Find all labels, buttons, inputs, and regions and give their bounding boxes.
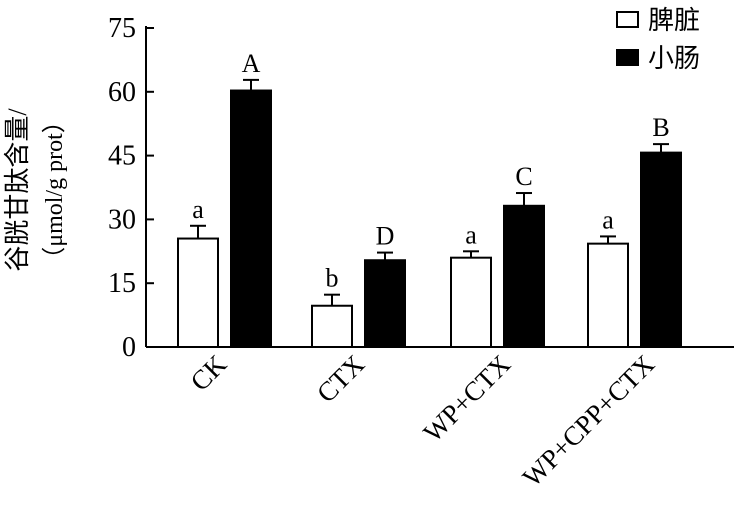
y-tick-label: 15 (108, 268, 136, 299)
legend-label: 脾脏 (648, 6, 700, 35)
bar-spleen (177, 237, 219, 348)
x-tick-label: CK (185, 349, 233, 397)
significance-label: a (192, 195, 204, 224)
y-ticks: 0 15 30 45 60 75 (108, 13, 154, 363)
y-tick-label: 30 (108, 204, 136, 235)
bar-intestine (640, 151, 682, 348)
legend-swatch (616, 49, 639, 66)
bar-intestine (503, 204, 545, 348)
significance-label: D (376, 222, 395, 251)
y-tick-label: 60 (108, 77, 136, 108)
y-tick-label: 75 (108, 13, 136, 44)
significance-label: a (602, 205, 614, 234)
x-tick-label: WP+CPP+CTX (517, 349, 661, 493)
y-tick-label: 0 (122, 332, 136, 363)
bar-intestine (230, 89, 272, 349)
significance-label: B (652, 113, 669, 142)
y-axis-label-line2: （μmol/g prot） (42, 109, 68, 271)
x-tick-label: CTX (311, 349, 371, 409)
x-tick-labels: CK CTX WP+CTX WP+CPP+CTX (185, 349, 661, 493)
bar-spleen (450, 256, 492, 348)
significance-label: A (242, 49, 261, 78)
x-tick-label: WP+CTX (417, 349, 516, 448)
bar-intestine (364, 259, 406, 348)
legend-swatch (616, 11, 639, 28)
bars: a b a a A D C B (177, 49, 682, 349)
y-tick-label: 45 (108, 141, 136, 172)
legend-label: 小肠 (648, 44, 700, 73)
y-axis-label-line1: 谷胱甘肽含量/ (3, 108, 32, 272)
bar-spleen (587, 242, 629, 348)
significance-label: C (515, 162, 532, 191)
bar-spleen (311, 304, 353, 349)
significance-label: a (465, 220, 477, 249)
significance-label: b (326, 264, 339, 293)
y-axis-label: 谷胱甘肽含量/ （μmol/g prot） (3, 108, 68, 272)
